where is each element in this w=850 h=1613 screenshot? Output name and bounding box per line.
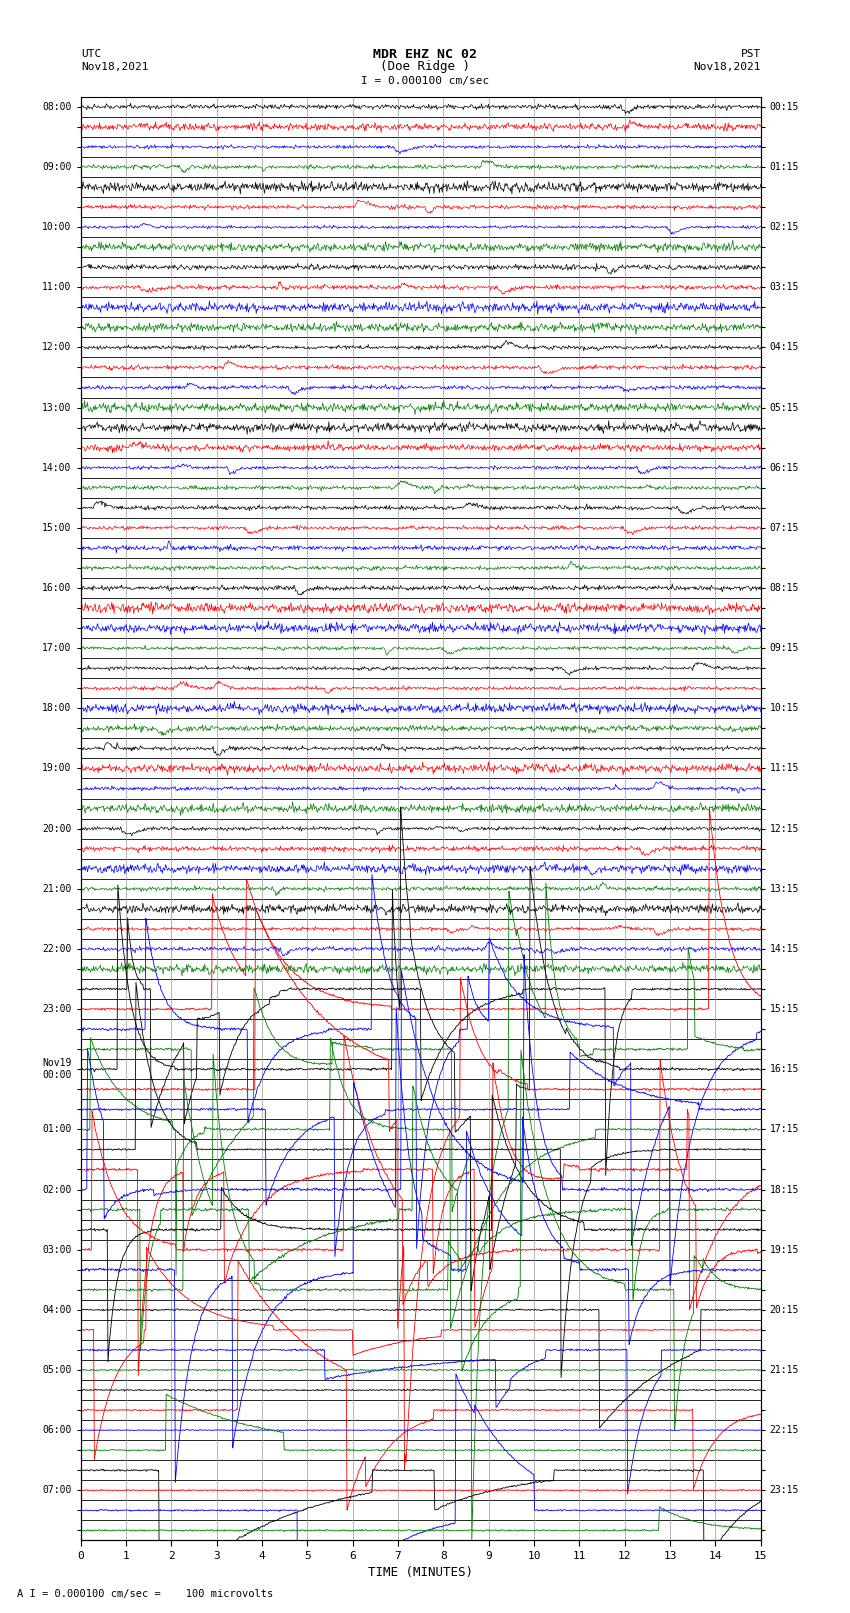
Text: PST: PST xyxy=(740,48,761,60)
Text: I = 0.000100 cm/sec: I = 0.000100 cm/sec xyxy=(361,76,489,85)
Text: Nov18,2021: Nov18,2021 xyxy=(694,61,761,73)
Text: MDR EHZ NC 02: MDR EHZ NC 02 xyxy=(373,47,477,61)
Text: Nov18,2021: Nov18,2021 xyxy=(81,61,148,73)
Text: UTC: UTC xyxy=(81,48,101,60)
X-axis label: TIME (MINUTES): TIME (MINUTES) xyxy=(368,1566,473,1579)
Text: (Doe Ridge ): (Doe Ridge ) xyxy=(380,60,470,74)
Text: A I = 0.000100 cm/sec =    100 microvolts: A I = 0.000100 cm/sec = 100 microvolts xyxy=(17,1589,273,1598)
